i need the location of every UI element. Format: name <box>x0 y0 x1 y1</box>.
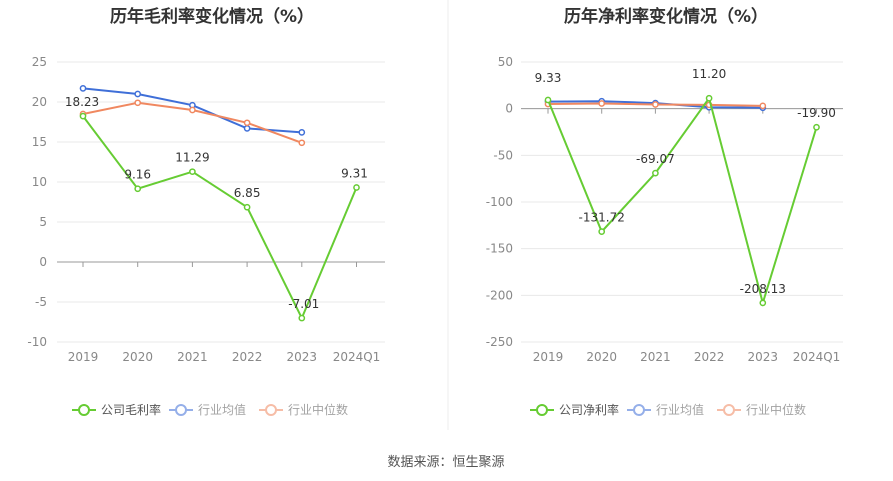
chart-title: 历年毛利率变化情况（%） <box>110 6 314 27</box>
data-point <box>243 203 251 211</box>
y-tick-label: 5 <box>39 215 47 229</box>
legend-item: 公司毛利率 <box>72 402 161 417</box>
legend-marker <box>723 404 735 416</box>
y-tick-label: -150 <box>486 242 513 256</box>
legend-label: 公司净利率 <box>559 402 619 417</box>
chart-title: 历年净利率变化情况（%） <box>564 6 768 27</box>
data-point <box>813 123 820 131</box>
legend-label: 公司毛利率 <box>101 402 161 417</box>
data-label: 9.33 <box>535 71 562 85</box>
x-tick-label: 2023 <box>287 350 318 364</box>
data-label: 9.31 <box>341 167 368 181</box>
y-tick-label: -250 <box>486 335 513 349</box>
x-tick-label: 2019 <box>533 350 564 364</box>
x-tick-label: 2024Q1 <box>793 350 841 364</box>
data-point <box>298 314 306 322</box>
data-source: 数据来源：恒生聚源 <box>387 455 504 470</box>
data-point <box>298 129 306 136</box>
y-tick-label: 25 <box>32 55 47 69</box>
y-tick-label: 0 <box>39 255 47 269</box>
data-point <box>759 299 767 307</box>
data-label: 11.20 <box>692 67 726 81</box>
x-tick-label: 2023 <box>748 350 779 364</box>
legend-marker <box>78 404 90 416</box>
data-point <box>705 94 713 102</box>
data-point <box>544 96 552 104</box>
data-point <box>243 119 251 127</box>
y-tick-label: 20 <box>32 95 47 109</box>
legend-label: 行业中位数 <box>746 402 806 417</box>
x-tick-label: 2021 <box>177 350 208 364</box>
y-tick-label: 0 <box>505 102 513 116</box>
data-point <box>134 99 142 107</box>
data-point <box>134 90 142 98</box>
x-tick-label: 2024Q1 <box>333 350 381 364</box>
data-point <box>298 139 306 147</box>
x-tick-label: 2021 <box>640 350 671 364</box>
legend-label: 行业中位数 <box>288 402 348 417</box>
data-label: 6.85 <box>234 186 261 200</box>
data-point <box>189 168 196 176</box>
legend: 公司毛利率 行业均值 行业中位数 <box>72 402 348 417</box>
gross-margin-chart: 历年毛利率变化情况（%） 25 20 15 10 5 0 -5 -10 2019 2020 2021 2… <box>27 6 385 417</box>
y-tick-label: -10 <box>27 335 47 349</box>
data-point <box>189 106 196 114</box>
data-point <box>134 185 142 193</box>
y-tick-label: 10 <box>32 175 47 189</box>
net-margin-chart: 历年净利率变化情况（%） 50 0 -50 -100 -150 -200 -250 2019 20… <box>486 6 843 417</box>
data-point <box>598 228 606 235</box>
data-point <box>652 169 659 177</box>
legend-item: 行业中位数 <box>717 402 806 417</box>
data-label: -208.13 <box>740 282 786 296</box>
y-tick-label: -200 <box>486 288 513 302</box>
legend-label: 行业均值 <box>198 402 246 417</box>
data-point <box>598 100 606 107</box>
data-label: 11.29 <box>175 151 209 165</box>
y-tick-label: -5 <box>35 295 47 309</box>
y-tick-label: 15 <box>32 135 47 149</box>
data-point <box>79 85 87 92</box>
data-label: 18.23 <box>65 95 99 109</box>
data-label: 9.16 <box>124 168 151 182</box>
legend-marker <box>633 404 645 416</box>
legend-item: 行业均值 <box>627 402 704 417</box>
series-line <box>547 95 818 307</box>
legend-marker <box>265 404 277 416</box>
y-tick-label: 50 <box>498 55 513 69</box>
x-tick-label: 2022 <box>694 350 725 364</box>
data-point <box>353 184 360 191</box>
data-point <box>79 112 87 120</box>
data-point <box>652 101 659 108</box>
data-point <box>243 125 251 132</box>
y-tick-label: -50 <box>493 148 513 162</box>
legend: 公司净利率 行业均值 行业中位数 <box>530 402 806 417</box>
x-tick-label: 2019 <box>68 350 99 364</box>
legend-label: 行业均值 <box>656 402 704 417</box>
data-label: -69.07 <box>636 152 675 166</box>
data-point <box>759 102 767 110</box>
data-label: -7.01 <box>288 297 319 311</box>
legend-marker <box>175 404 187 416</box>
y-tick-label: -100 <box>486 195 513 209</box>
data-label: -131.72 <box>579 211 625 225</box>
legend-marker <box>536 404 548 416</box>
x-tick-label: 2020 <box>122 350 153 364</box>
x-tick-label: 2020 <box>586 350 617 364</box>
x-tick-label: 2022 <box>232 350 263 364</box>
legend-item: 公司净利率 <box>530 402 619 417</box>
data-label: -19.90 <box>797 106 836 120</box>
series-line <box>82 115 358 321</box>
legend-item: 行业中位数 <box>259 402 348 417</box>
legend-item: 行业均值 <box>169 402 246 417</box>
